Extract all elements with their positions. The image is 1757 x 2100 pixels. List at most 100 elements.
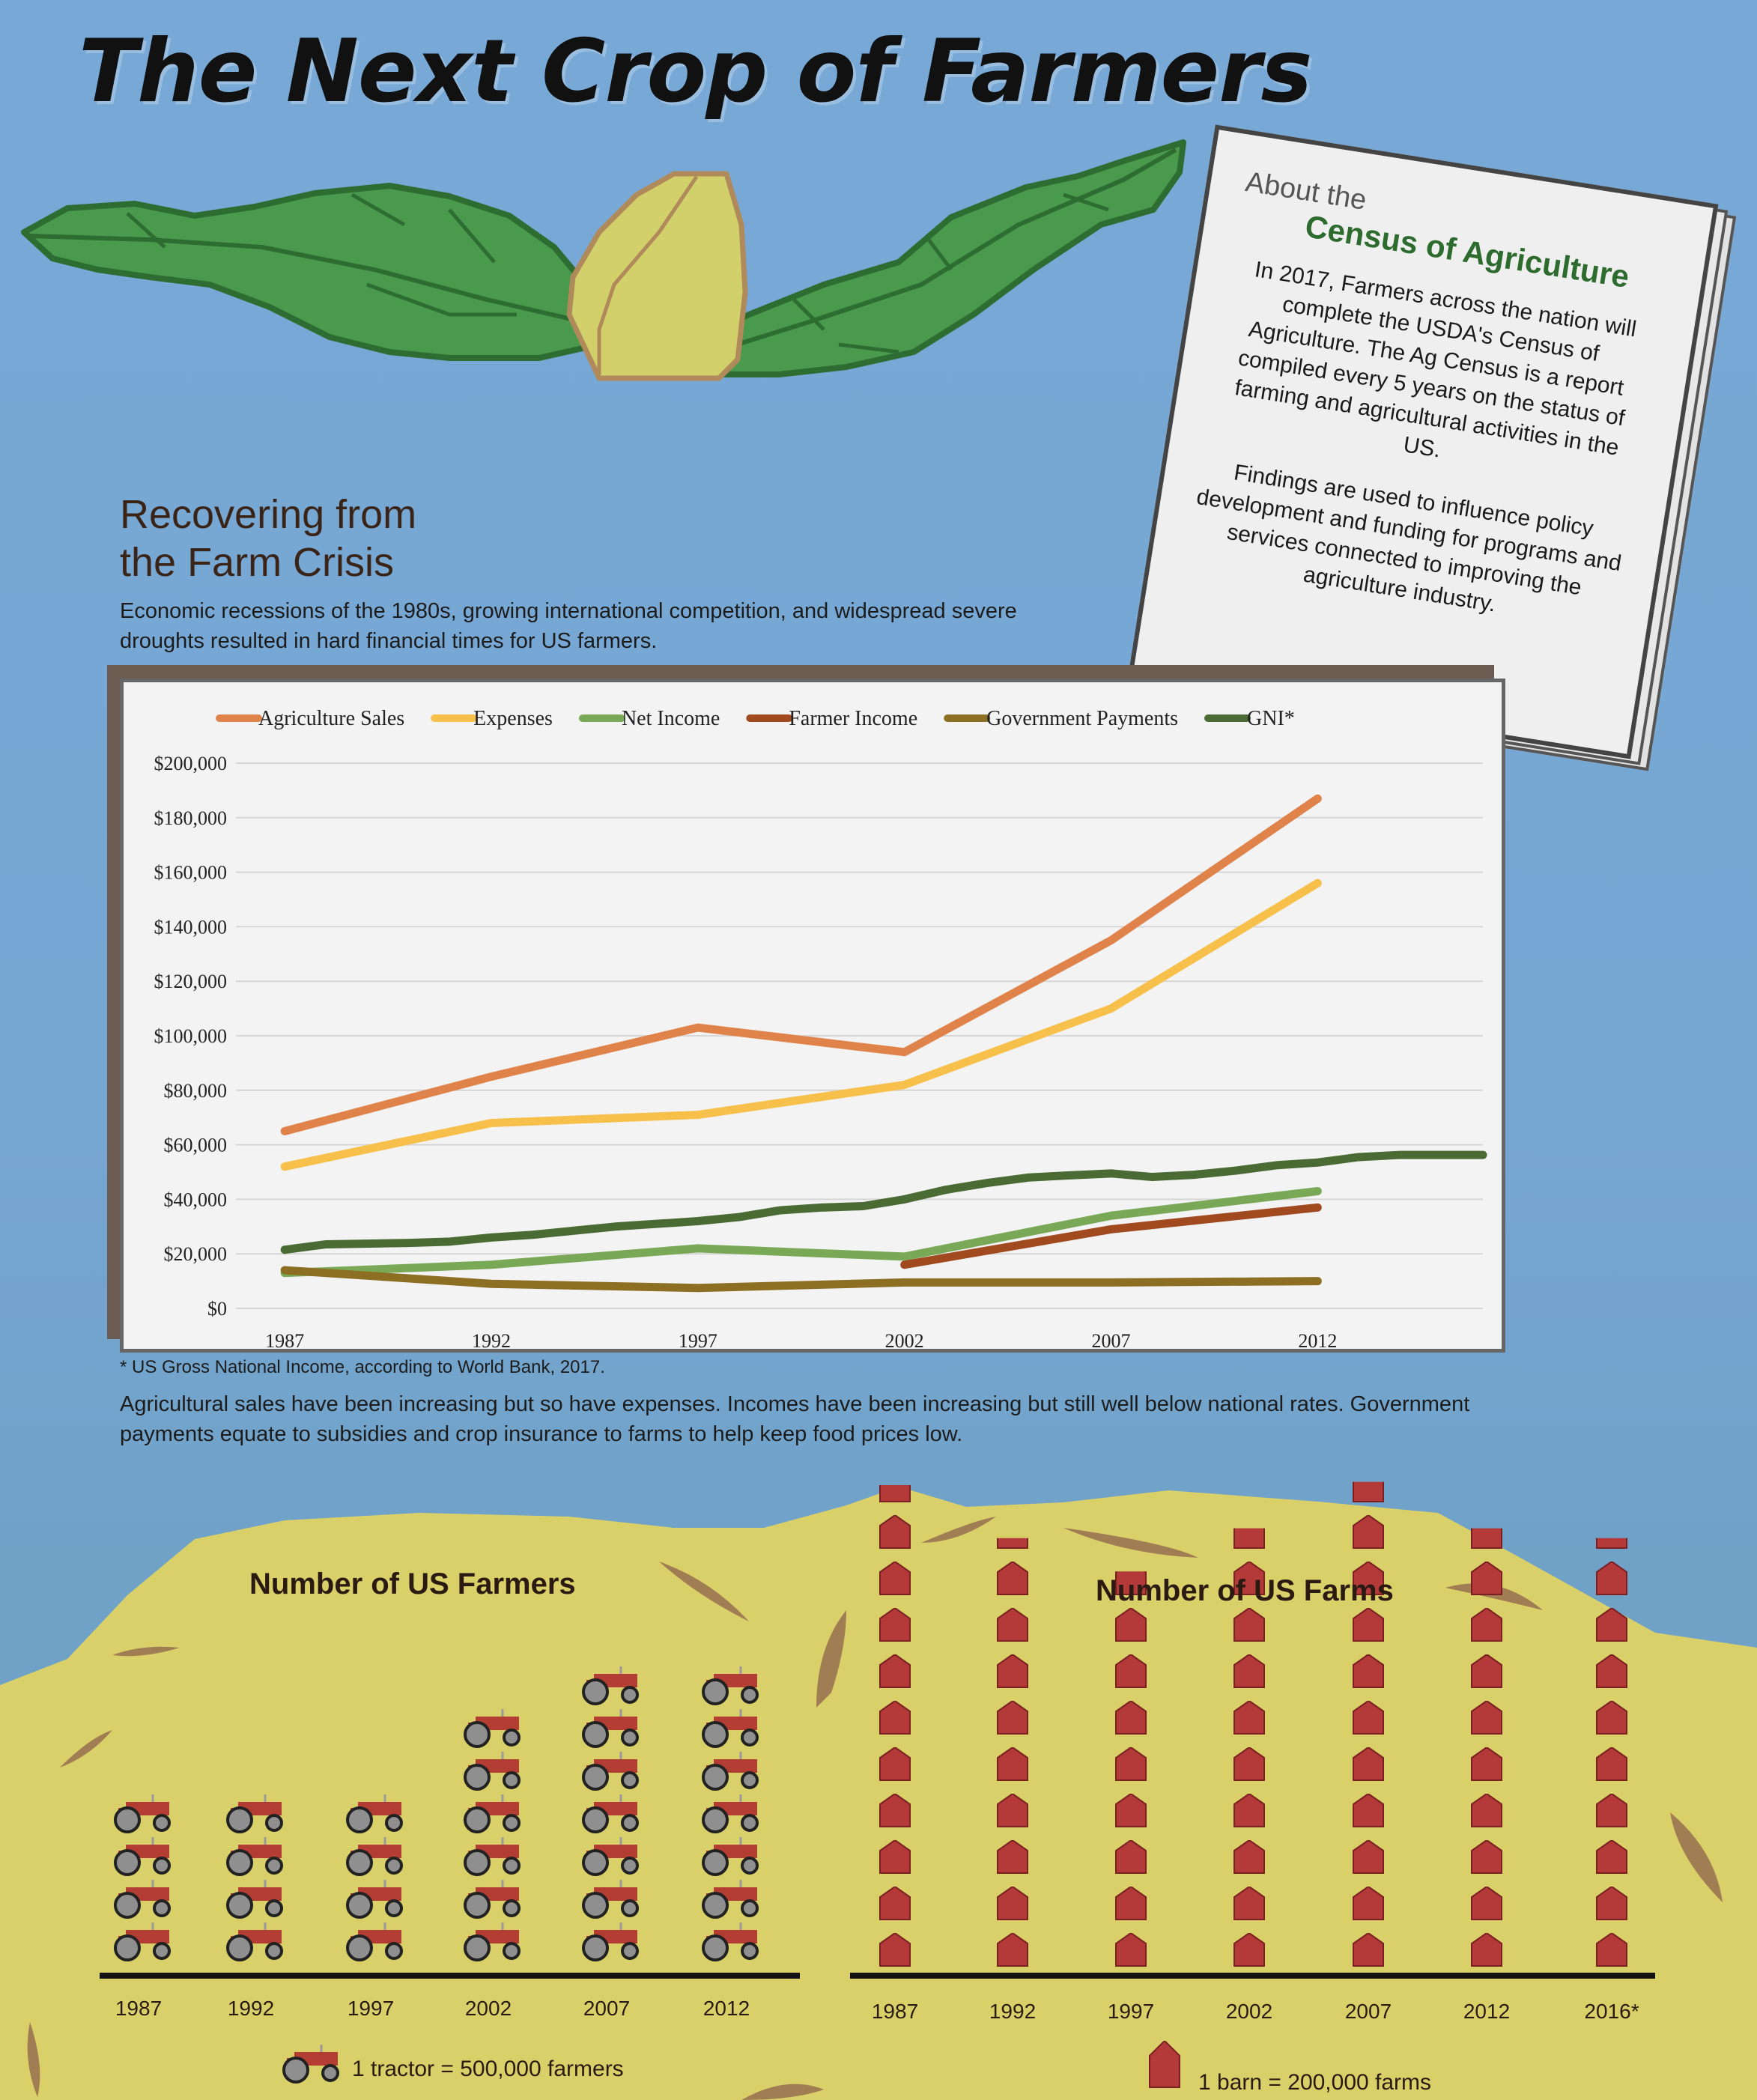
tractor-icon	[702, 1837, 759, 1876]
data-point	[284, 1165, 286, 1168]
barn-icon	[1233, 1747, 1265, 1781]
farmers-year-label: 2002	[464, 1997, 512, 2020]
barn-icon	[997, 1562, 1028, 1595]
barn-icon	[879, 1887, 911, 1920]
tractor-icon	[114, 1794, 171, 1833]
barn-icon	[1596, 1794, 1627, 1827]
legend-item: Net Income	[578, 707, 720, 730]
section-description: Economic recessions of the 1980s, growin…	[120, 599, 1017, 653]
barn-icon	[1596, 1840, 1627, 1874]
barn-icon	[1471, 1887, 1502, 1920]
barn-icon	[879, 1485, 911, 1502]
data-point	[697, 1287, 699, 1289]
barn-icon	[1471, 1701, 1502, 1735]
x-tick-label: 2002	[885, 1330, 924, 1349]
barn-icon	[1233, 1840, 1265, 1874]
barn-icon	[1233, 1933, 1265, 1967]
barn-icon	[1233, 1608, 1265, 1642]
farmers-year-label: 1987	[115, 1997, 163, 2020]
barn-icon	[1115, 1701, 1147, 1735]
barn-icon	[1471, 1794, 1502, 1827]
farms-year-label: 1992	[989, 2000, 1037, 2023]
y-tick-label: $200,000	[154, 753, 228, 774]
data-point	[491, 1263, 492, 1266]
legend-item: Expenses	[431, 707, 553, 730]
y-tick-label: $180,000	[154, 807, 228, 829]
legend-label: Net Income	[622, 707, 720, 730]
x-tick-label: 2007	[1092, 1330, 1131, 1349]
barn-icon	[1353, 1887, 1384, 1920]
data-point	[325, 1243, 327, 1245]
barn-icon	[1353, 1608, 1384, 1642]
dirt-clods	[27, 1517, 1723, 2100]
data-point	[697, 1027, 699, 1029]
barn-icon	[1115, 1571, 1147, 1595]
data-point	[1110, 1215, 1112, 1217]
barn-icon	[879, 1701, 911, 1735]
tractor-key-label: 1 tractor = 500,000 farmers	[352, 2057, 624, 2081]
data-point	[532, 1233, 534, 1236]
data-point	[1110, 1007, 1112, 1010]
corn-cob	[566, 171, 748, 381]
barn-icon	[1115, 1887, 1147, 1920]
data-point	[284, 1269, 286, 1272]
tractor-icon	[582, 1666, 639, 1705]
series-line	[280, 1266, 1322, 1293]
tractor-icon	[346, 1794, 403, 1833]
data-point	[903, 1084, 905, 1086]
barn-icon	[1115, 1933, 1147, 1967]
y-tick-label: $0	[207, 1298, 227, 1320]
tractor-icon	[464, 1880, 521, 1919]
data-point	[284, 1248, 286, 1251]
tractor-icon	[226, 1837, 283, 1876]
tractor-icon	[702, 1709, 759, 1748]
farms-pictogram	[879, 1481, 1627, 1967]
barn-icon	[1353, 1481, 1384, 1502]
x-tick-label: 1997	[679, 1330, 717, 1349]
data-point	[780, 1209, 782, 1211]
barn-icon	[879, 1608, 911, 1642]
tractor-icon	[702, 1880, 759, 1919]
data-point	[1317, 1280, 1319, 1282]
farms-year-label: 2007	[1344, 2000, 1392, 2023]
data-point	[903, 1255, 905, 1257]
legend-item: Farmer Income	[746, 707, 917, 730]
barn-icon	[1353, 1840, 1384, 1874]
tractor-icon	[226, 1880, 283, 1919]
barn-icon	[1596, 1701, 1627, 1735]
data-point	[1317, 1190, 1319, 1192]
barn-icon	[1596, 1887, 1627, 1920]
barn-icon	[1471, 1933, 1502, 1967]
main-title: The Next Crop of Farmers	[79, 21, 1312, 122]
barn-icon	[879, 1933, 911, 1967]
data-point	[903, 1198, 905, 1201]
tractor-icon	[464, 1923, 521, 1961]
y-tick-label: $60,000	[164, 1135, 228, 1156]
barn-icon	[1471, 1654, 1502, 1688]
legend-item: Government Payments	[944, 707, 1178, 730]
barn-icon	[1596, 1562, 1627, 1595]
corn-illustration	[21, 139, 1186, 381]
data-point	[1317, 798, 1319, 800]
y-tick-label: $140,000	[154, 916, 228, 938]
data-point	[491, 1075, 492, 1078]
data-point	[862, 1205, 864, 1207]
barn-icon	[997, 1608, 1028, 1642]
data-point	[1317, 1162, 1319, 1164]
farms-chart-title: Number of US Farms	[1096, 1574, 1394, 1607]
right-leaf	[671, 139, 1186, 377]
barn-icon	[879, 1747, 911, 1781]
gni-footnote: * US Gross National Income, according to…	[120, 1357, 605, 1377]
data-point	[1234, 1170, 1236, 1172]
section-title: Recovering from the Farm Crisis	[120, 491, 416, 586]
barn-icon	[1471, 1747, 1502, 1781]
tractor-icon	[702, 1666, 759, 1705]
barn-icon	[1471, 1840, 1502, 1874]
data-point	[1317, 1207, 1319, 1209]
data-point	[1482, 1154, 1484, 1156]
y-tick-label: $80,000	[164, 1080, 228, 1102]
tractor-icon	[346, 1880, 403, 1919]
data-point	[1358, 1156, 1360, 1158]
barn-icon	[1596, 1608, 1627, 1642]
barn-icon	[1149, 2041, 1180, 2088]
